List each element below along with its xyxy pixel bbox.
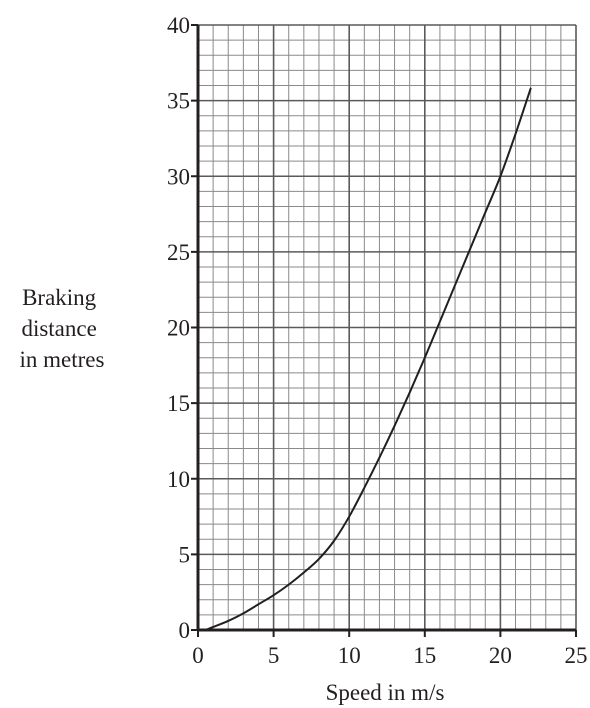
y-axis-title: Braking distance in metres [20,285,105,372]
braking-distance-curve [204,87,532,631]
series [204,87,532,631]
x-tick-label: 5 [268,643,280,668]
x-tick-label: 0 [192,643,204,668]
y-tick-label: 30 [167,164,190,189]
y-tick-label: 5 [179,542,191,567]
grid [198,24,577,630]
y-tick-label: 40 [167,13,190,38]
y-axis-title-line-1: Braking [22,285,97,310]
y-tick-label: 10 [167,467,190,492]
x-tick-label: 25 [565,643,588,668]
x-tick-label: 15 [413,643,436,668]
axes [191,24,577,637]
y-tick-label: 20 [167,316,190,341]
x-tick-label: 10 [338,643,361,668]
y-axis-title-line-3: in metres [20,347,105,372]
y-tick-label: 25 [167,240,190,265]
x-tick-label: 20 [489,643,512,668]
tick-labels: 0 5 10 15 20 25 0 5 10 15 20 25 30 35 40 [167,13,588,668]
x-axis-title: Speed in m/s [326,680,445,705]
y-axis-title-line-2: distance [21,316,96,341]
y-tick-label: 0 [179,618,191,643]
y-tick-label: 15 [167,391,190,416]
y-tick-label: 35 [167,89,190,114]
